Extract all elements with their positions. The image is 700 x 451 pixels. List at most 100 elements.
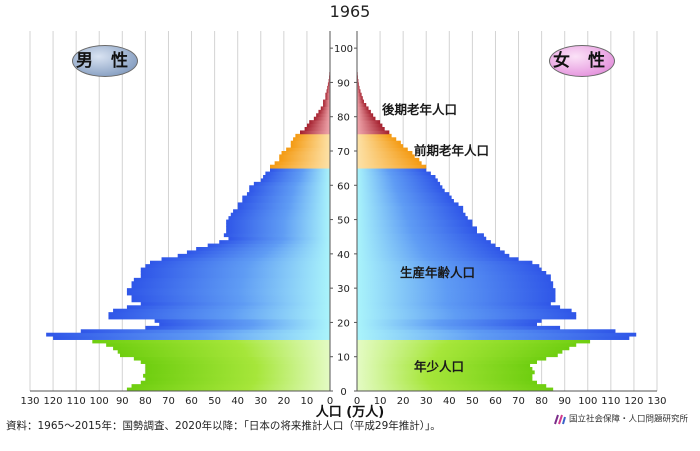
x-tick-male-90: 90 — [116, 396, 129, 407]
female-bar-age-11 — [357, 349, 563, 354]
male-bar-age-81 — [318, 109, 330, 114]
male-bar-age-55 — [242, 199, 330, 203]
female-bar-age-27 — [357, 295, 556, 299]
male-bar-age-68 — [279, 154, 330, 159]
male-bar-age-4 — [143, 373, 330, 378]
female-bar-age-42 — [357, 243, 496, 248]
female-bar-age-53 — [357, 205, 464, 210]
male-bar-age-49 — [226, 219, 330, 224]
male-bar-age-90 — [328, 79, 330, 83]
female-bar-age-52 — [357, 209, 464, 214]
male-bar-age-57 — [246, 192, 330, 196]
male-bar-age-74 — [295, 133, 330, 138]
age-tick-60: 60 — [337, 181, 350, 192]
male-bar-age-34 — [140, 271, 330, 275]
female-bar-age-12 — [357, 346, 570, 351]
female-bar-age-83 — [357, 103, 367, 107]
x-tick-female-110: 110 — [601, 396, 620, 407]
female-bar-age-17 — [357, 329, 616, 334]
male-bar-age-37 — [150, 260, 330, 265]
x-tick-female-80: 80 — [535, 396, 548, 407]
female-bar-age-24 — [357, 305, 561, 310]
female-bar-age-32 — [357, 277, 551, 282]
female-bar-age-15 — [357, 336, 630, 340]
female-bar-age-59 — [357, 185, 443, 190]
male-bar-age-28 — [126, 291, 330, 296]
female-bar-age-35 — [357, 267, 542, 272]
female-bar-age-31 — [357, 281, 554, 286]
male-bar-age-69 — [281, 151, 330, 155]
x-tick-male-60: 60 — [185, 396, 198, 407]
male-bar-age-78 — [309, 120, 330, 124]
female-bar-age-49 — [357, 219, 473, 224]
male-bar-age-39 — [177, 253, 330, 258]
male-bar-age-0 — [126, 387, 330, 392]
female-bar-age-20 — [357, 319, 542, 323]
male-bar-age-21 — [108, 315, 330, 320]
male-bar-age-60 — [253, 181, 330, 186]
male-bar-age-64 — [270, 168, 330, 172]
female-bar-age-23 — [357, 308, 572, 313]
x-tick-male-70: 70 — [162, 396, 175, 407]
female-bar-age-86 — [357, 92, 362, 97]
male-bar-age-73 — [293, 137, 330, 142]
male-bar-age-67 — [279, 157, 330, 162]
segment-label-elderly-early: 前期老年人口 — [414, 143, 490, 158]
female-bar-age-28 — [357, 291, 556, 296]
female-bar-age-70 — [357, 147, 408, 152]
age-tick-10: 10 — [337, 353, 350, 364]
male-bar-age-38 — [161, 257, 330, 262]
female-bar-age-25 — [357, 301, 551, 306]
female-bar-age-18 — [357, 325, 561, 330]
female-bar-age-82 — [357, 106, 369, 111]
x-axis-label: 人口 (万人) — [315, 405, 385, 420]
female-bar-age-5 — [357, 370, 535, 375]
female-bar-age-89 — [357, 82, 359, 87]
male-bar-age-83 — [323, 103, 330, 107]
x-tick-male-130: 130 — [20, 396, 39, 407]
x-tick-male-30: 30 — [254, 396, 267, 407]
male-bar-age-10 — [120, 353, 330, 358]
female-bar-age-73 — [357, 137, 397, 142]
male-bar-age-2 — [140, 380, 330, 385]
x-tick-male-10: 10 — [301, 396, 314, 407]
male-badge: 男 性 — [72, 45, 138, 77]
female-bar-age-44 — [357, 236, 487, 241]
age-tick-20: 20 — [337, 318, 350, 329]
male-bar-age-26 — [131, 298, 330, 303]
source-note: 資料：1965〜2015年：国勢調査、2020年以降：「日本の将来推計人口（平成… — [6, 420, 441, 432]
male-bar-age-54 — [237, 202, 330, 207]
male-bar-age-43 — [219, 240, 330, 244]
male-bar-age-18 — [145, 325, 330, 330]
female-bar-age-8 — [357, 360, 537, 364]
male-bar-age-24 — [126, 305, 330, 310]
male-bar-age-75 — [300, 130, 330, 135]
female-bar-age-72 — [357, 140, 401, 145]
male-bar-age-31 — [131, 281, 330, 286]
female-bar-age-3 — [357, 377, 533, 382]
female-bar-age-13 — [357, 343, 577, 347]
male-bar-age-12 — [113, 346, 330, 351]
age-tick-90: 90 — [337, 78, 350, 89]
x-tick-male-0: 0 — [327, 396, 333, 407]
male-bar-age-45 — [223, 233, 330, 238]
female-bar-age-4 — [357, 373, 533, 378]
male-bar-age-86 — [325, 92, 330, 97]
male-bar-age-29 — [126, 288, 330, 292]
male-bar-age-30 — [131, 284, 330, 289]
female-bar-age-63 — [357, 171, 431, 176]
male-bar-age-16 — [46, 332, 331, 337]
x-tick-male-120: 120 — [44, 396, 63, 407]
male-bar-age-20 — [154, 319, 330, 323]
x-tick-female-90: 90 — [558, 396, 571, 407]
male-bar-age-88 — [327, 85, 330, 90]
male-bar-age-19 — [159, 322, 330, 327]
female-bar-age-19 — [357, 322, 537, 327]
x-tick-female-40: 40 — [443, 396, 456, 407]
male-bar-age-35 — [140, 267, 330, 272]
x-tick-male-80: 80 — [139, 396, 152, 407]
segment-label-youth: 年少人口 — [414, 359, 465, 374]
male-bar-age-8 — [140, 360, 330, 364]
male-bar-age-48 — [226, 223, 330, 227]
